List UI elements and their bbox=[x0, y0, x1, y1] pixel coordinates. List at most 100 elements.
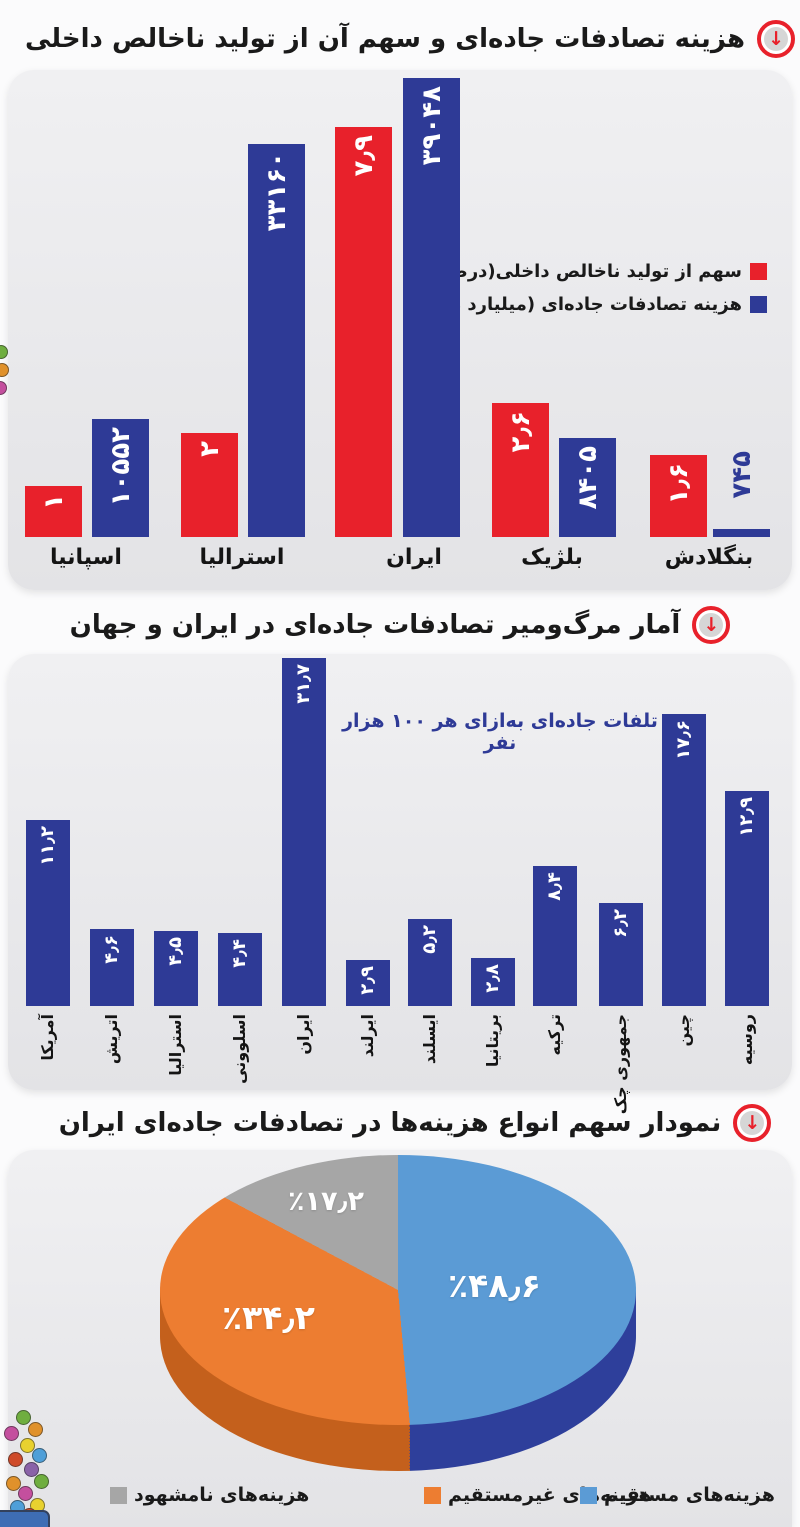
category-label: اسپانیا bbox=[50, 545, 122, 570]
down-arrow-badge-icon: ↓ bbox=[733, 1104, 772, 1142]
category-label: استرالیا bbox=[199, 545, 285, 570]
country-label: اتریش bbox=[102, 1014, 121, 1065]
down-arrow-icon: ↓ bbox=[699, 613, 724, 637]
legend-label-accident-cost: هزینه تصادفات جاده‌ای (میلیارد دلار) bbox=[419, 294, 742, 315]
decoration-dot bbox=[0, 345, 8, 359]
section3-title: نمودار سهم انواع هزینه‌ها در تصادفات جاد… bbox=[58, 1108, 722, 1138]
accident-cost-bar bbox=[559, 438, 616, 537]
legend-direct-costs: هزینه‌های مستقیم bbox=[580, 1483, 775, 1507]
down-arrow-badge-icon: ↓ bbox=[692, 606, 731, 644]
decoration-dot bbox=[4, 1426, 19, 1441]
accident-cost-bar bbox=[403, 78, 460, 537]
down-arrow-icon: ↓ bbox=[764, 27, 789, 51]
decoration-dot bbox=[0, 381, 7, 395]
legend-indirect-costs: هزینه‌های غیرمستقیم bbox=[424, 1483, 651, 1507]
decoration-dot bbox=[18, 1486, 33, 1501]
decoration-dot bbox=[32, 1448, 47, 1463]
decoration-dot bbox=[24, 1462, 39, 1477]
fatality-bar bbox=[154, 931, 198, 1006]
legend-label-intangible: هزینه‌های نامشهود bbox=[134, 1484, 310, 1506]
legend-label-indirect: هزینه‌های غیرمستقیم bbox=[448, 1484, 652, 1506]
gdp-share-bar bbox=[650, 455, 707, 537]
section1-title-row: ↓ هزینه تصادفات جاده‌ای و سهم آن از تولی… bbox=[10, 14, 800, 64]
gdp-share-value: ۲ bbox=[194, 441, 225, 457]
fatality-value: ۶٫۲ bbox=[610, 909, 631, 938]
fatality-value: ۳۱٫۷ bbox=[293, 664, 314, 704]
gdp-share-value: ۷٫۹ bbox=[348, 135, 379, 177]
legend-intangible-costs: هزینه‌های نامشهود bbox=[110, 1483, 309, 1507]
country-label: استرالیا bbox=[166, 1014, 185, 1076]
fatality-value: ۱۷٫۶ bbox=[673, 720, 694, 760]
fatality-bar bbox=[599, 903, 643, 1006]
gdp-share-bar bbox=[25, 486, 82, 537]
fatality-bar bbox=[346, 960, 390, 1006]
country-label: ایرلند bbox=[358, 1014, 377, 1058]
fatality-value: ۲٫۹ bbox=[357, 966, 378, 995]
fatality-chart-panel bbox=[8, 654, 792, 1090]
corner-decoration bbox=[0, 1406, 50, 1527]
gdp-share-value: ۱٫۶ bbox=[663, 463, 694, 505]
fatality-bar bbox=[90, 929, 134, 1006]
category-label: ایران bbox=[386, 545, 442, 570]
gdp-share-bar bbox=[335, 127, 392, 537]
accident-cost-bar bbox=[248, 144, 305, 537]
legend-label-gdp-share: سهم از تولید ناخالص داخلی(درصد) bbox=[431, 261, 742, 282]
country-label: چین bbox=[674, 1014, 693, 1047]
decoration-dot bbox=[0, 363, 9, 377]
category-label: بلژیک bbox=[521, 545, 583, 570]
section2-title: آمار مرگ‌ومیر تصادفات جاده‌ای در ایران و… bbox=[69, 610, 681, 640]
section2-title-row: ↓ آمار مرگ‌ومیر تصادفات جاده‌ای در ایران… bbox=[0, 600, 800, 650]
section3-title-row: ↓ نمودار سهم انواع هزینه‌ها در تصادفات ج… bbox=[15, 1098, 800, 1148]
fatality-value: ۴٫۴ bbox=[229, 939, 250, 968]
decoration-base bbox=[0, 1510, 50, 1527]
fatality-value: ۴٫۶ bbox=[101, 935, 122, 964]
legend-label-direct: هزینه‌های مستقیم bbox=[604, 1484, 775, 1506]
pie-top-layer bbox=[160, 1155, 636, 1425]
fatality-value: ۵٫۲ bbox=[419, 925, 440, 954]
legend-gdp-share: سهم از تولید ناخالص داخلی(درصد) bbox=[432, 261, 767, 282]
fatality-bar bbox=[26, 820, 70, 1006]
decoration-dot bbox=[8, 1452, 23, 1467]
accident-cost-value: ۳۹۰۴۸ bbox=[416, 86, 447, 166]
accident-cost-value: ۳۳۱۶۰ bbox=[261, 152, 292, 232]
fatality-bar bbox=[725, 791, 769, 1006]
accident-cost-value: ۸۴۰۵ bbox=[572, 446, 603, 510]
pie-label-intangible: ٪۱۷٫۲ bbox=[288, 1186, 365, 1217]
fatality-bar bbox=[282, 658, 326, 1006]
down-arrow-icon: ↓ bbox=[740, 1111, 765, 1135]
fatality-bar bbox=[218, 933, 262, 1006]
fatality-bar bbox=[408, 919, 452, 1006]
gdp-share-bar bbox=[181, 433, 238, 537]
fatality-bar bbox=[471, 958, 515, 1006]
country-label: بریتانیا bbox=[483, 1014, 502, 1068]
fatality-bar bbox=[662, 714, 706, 1006]
legend-accident-cost: هزینه تصادفات جاده‌ای (میلیارد دلار) bbox=[420, 294, 767, 315]
accident-cost-value: ۱۰۵۵۲ bbox=[105, 427, 136, 507]
fatality-chart-subtitle: تلفات جاده‌ای به‌ازای هر ۱۰۰ هزار نفر bbox=[342, 710, 658, 754]
fatality-value: ۸٫۴ bbox=[544, 872, 565, 901]
fatality-value: ۱۲٫۹ bbox=[736, 797, 757, 837]
fatality-value: ۱۱٫۲ bbox=[37, 826, 58, 866]
fatality-value: ۲٫۸ bbox=[482, 964, 503, 993]
decoration-dot bbox=[20, 1438, 35, 1453]
gdp-share-value: ۱ bbox=[38, 494, 69, 510]
accident-cost-bar bbox=[713, 529, 770, 537]
accident-cost-bar bbox=[92, 419, 149, 537]
edge-decoration bbox=[0, 343, 13, 398]
country-label: ایران bbox=[294, 1014, 313, 1055]
legend-swatch-blue bbox=[750, 296, 767, 313]
legend-swatch-red bbox=[750, 263, 767, 280]
country-label: آمریکا bbox=[38, 1014, 57, 1061]
decoration-dot bbox=[28, 1422, 43, 1437]
decoration-dot bbox=[16, 1410, 31, 1425]
legend-swatch-blue bbox=[580, 1486, 597, 1504]
gdp-share-value: ۲٫۶ bbox=[505, 411, 536, 453]
accident-cost-value: ۷۴۵ bbox=[726, 451, 757, 499]
country-label: جمهوری چک bbox=[611, 1014, 630, 1115]
section1-title: هزینه تصادفات جاده‌ای و سهم آن از تولید … bbox=[24, 24, 746, 54]
country-label: روسیه bbox=[737, 1014, 756, 1066]
country-label: ایسلند bbox=[420, 1014, 439, 1065]
fatality-value: ۴٫۵ bbox=[165, 937, 186, 966]
country-label: اسلوونی bbox=[230, 1014, 249, 1084]
